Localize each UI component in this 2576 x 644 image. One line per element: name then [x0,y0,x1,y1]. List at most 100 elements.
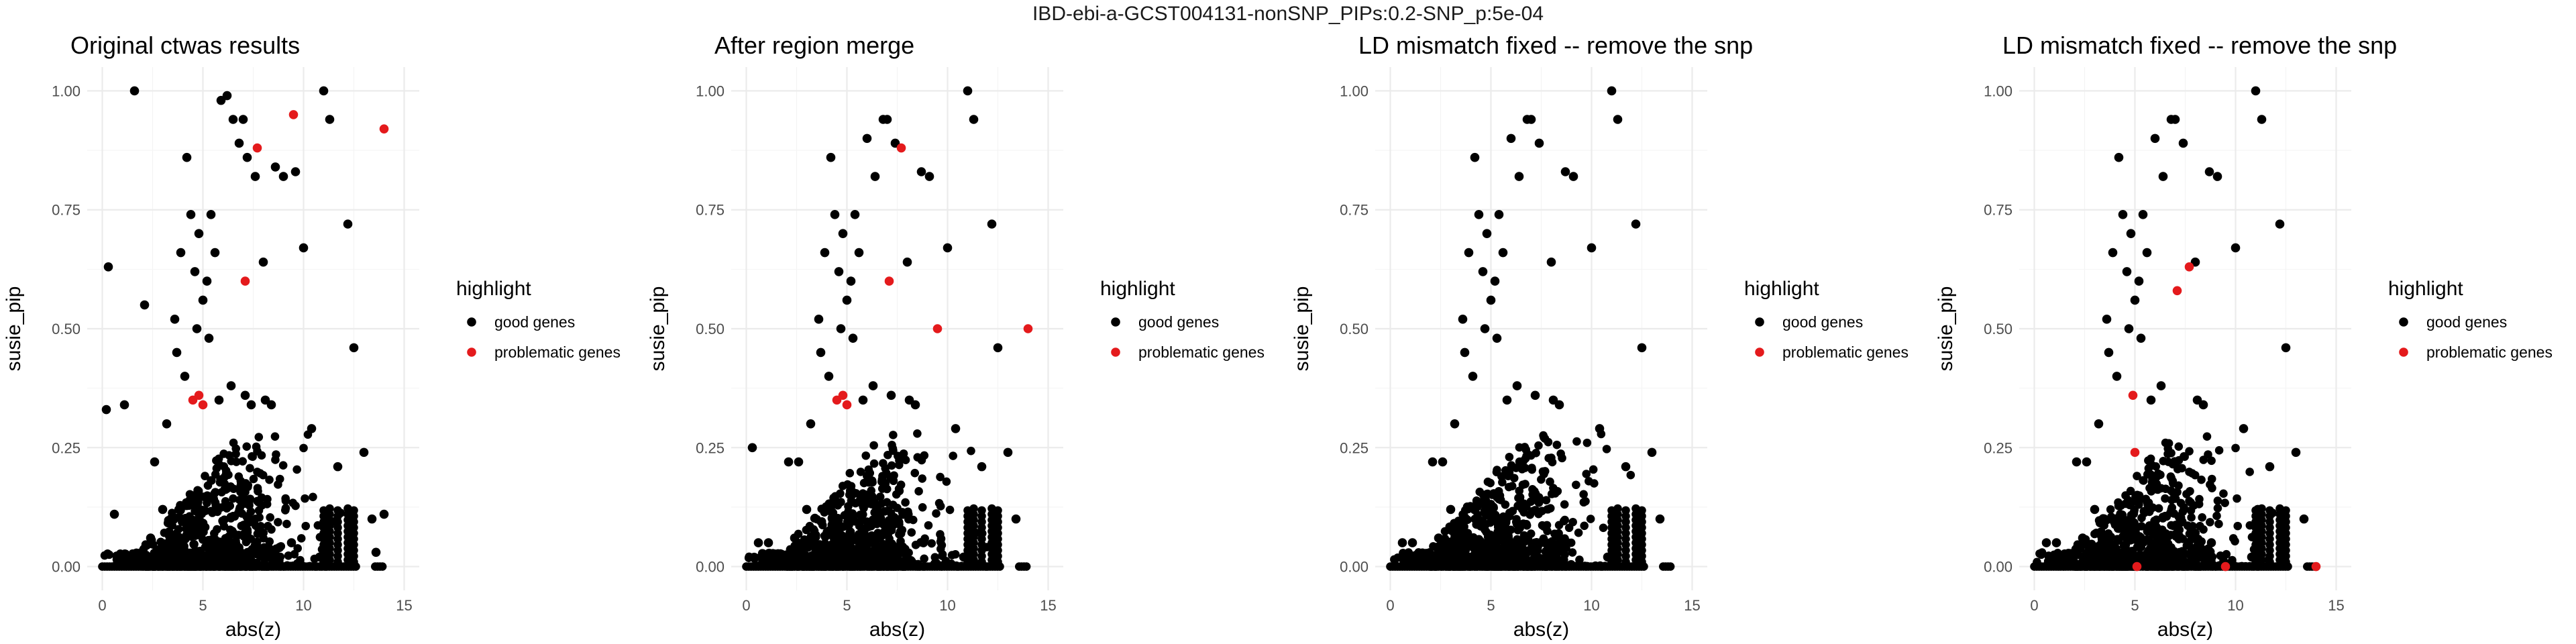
point-good-cloud [238,457,247,466]
point-good-cloud [352,562,360,571]
point-good-cloud [996,562,1004,571]
legend-entry-label: problematic genes [1782,343,1909,361]
point-good-cloud [814,546,823,555]
point-good-gene [2277,519,2287,529]
point-good-cloud [378,562,387,571]
point-good-cloud [2145,525,2153,534]
point-good-cloud [977,506,986,515]
point-good-cloud [1526,497,1536,506]
point-good-cloud [190,539,199,549]
point-good-cloud [2175,531,2184,541]
point-good-cloud [2130,527,2139,536]
point-good-gene [299,243,309,253]
point-good-cloud [1471,504,1481,513]
point-good-cloud [2184,549,2193,559]
point-good-cloud [271,455,280,464]
point-good-cloud [176,500,184,510]
point-good-gene [987,219,997,229]
point-good-cloud [176,554,186,564]
point-good-gene [150,457,160,467]
point-good-cloud [2146,454,2155,464]
point-good-cloud [843,518,852,527]
point-good-gene [2206,538,2216,547]
point-good-gene [2281,343,2291,353]
series-good-genes [2041,86,2309,562]
point-good-cloud [845,469,855,478]
point-good-gene [2108,248,2118,258]
point-good-gene [1480,324,1490,333]
point-good-cloud [920,451,929,460]
point-good-cloud [182,531,191,539]
point-good-cloud [859,537,869,547]
point-good-cloud [204,549,213,558]
point-good-cloud [188,515,197,524]
point-good-gene [969,115,979,124]
point-good-gene [190,267,200,276]
point-good-cloud [158,546,167,555]
point-good-cloud [257,451,266,460]
point-good-gene [2126,229,2136,238]
point-good-cloud [297,534,306,543]
point-good-cloud [932,509,941,518]
y-tick-label: 0.75 [52,202,80,219]
point-good-gene [1460,347,1470,358]
y-tick-label: 1.00 [1340,83,1368,99]
point-good-gene [226,381,236,390]
point-good-gene [222,91,232,101]
point-good-cloud [2104,537,2114,545]
point-good-cloud [1523,546,1532,555]
point-good-cloud [877,477,886,486]
point-good-cloud [217,488,226,497]
point-good-cloud [883,550,892,559]
point-good-cloud [1621,506,1630,515]
point-good-cloud [1489,513,1499,523]
point-good-gene [109,509,119,519]
point-good-cloud [2195,494,2204,504]
point-good-cloud [2095,519,2104,527]
point-good-gene [1603,552,1613,562]
point-good-gene [963,86,973,96]
point-good-cloud [246,464,254,473]
point-good-cloud [221,466,231,475]
point-good-gene [367,514,377,524]
y-tick-label: 0.25 [696,439,724,456]
point-good-gene [343,219,353,229]
point-good-gene [2291,447,2301,458]
y-tick-label: 0.50 [52,321,80,337]
point-good-cloud [791,543,800,552]
point-good-cloud [901,498,910,507]
point-good-cloud [241,537,251,547]
point-good-gene [886,390,896,400]
legend-entry-label: good genes [494,313,575,331]
point-good-cloud [1475,487,1485,496]
point-good-gene [848,333,858,343]
point-good-cloud [2186,486,2194,496]
point-good-cloud [1638,506,1646,515]
point-good-gene [1494,210,1504,219]
point-good-cloud [291,501,300,511]
point-good-cloud [2204,450,2212,459]
point-good-cloud [244,481,253,490]
point-good-gene [206,210,216,219]
point-good-cloud [203,481,213,490]
point-good-cloud [242,442,252,451]
point-good-cloud [1458,529,1467,539]
point-good-cloud [1626,470,1635,480]
point-good-cloud [1515,492,1525,502]
point-good-cloud [859,531,868,540]
point-good-cloud [163,519,172,527]
point-good-cloud [2198,513,2206,522]
point-problematic-gene [2184,262,2194,272]
point-good-cloud [832,525,841,533]
point-good-cloud [1554,521,1564,530]
point-good-gene [1450,419,1460,429]
y-tick-label: 0.25 [1340,439,1368,456]
legend-entry-label: good genes [2426,313,2507,331]
point-good-cloud [2284,562,2292,571]
point-good-cloud [293,544,302,553]
point-good-gene [1655,514,1665,524]
point-good-cloud [203,496,212,505]
y-tick-label: 0.00 [1340,559,1368,576]
point-good-cloud [2110,517,2118,527]
point-good-cloud [254,433,264,441]
